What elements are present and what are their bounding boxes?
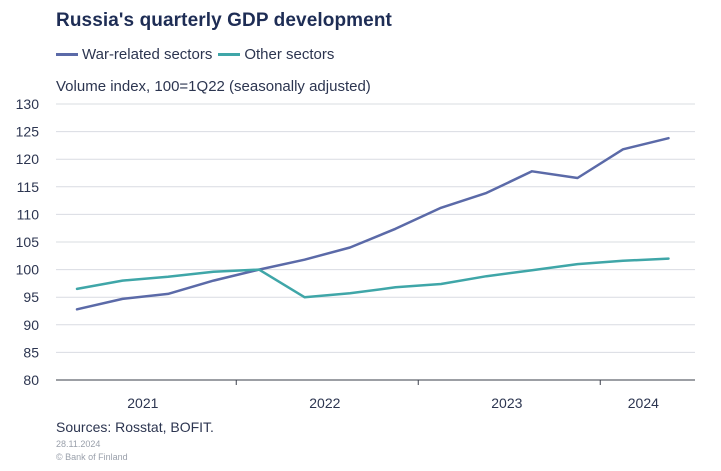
publication-date: 28.11.2024 (56, 439, 101, 449)
x-tick-label-2021: 2021 (127, 395, 158, 411)
chart-subtitle: Volume index, 100=1Q22 (seasonally adjus… (56, 78, 371, 95)
y-tick-label-105: 105 (16, 234, 40, 250)
sources-note: Sources: Rosstat, BOFIT. (56, 419, 214, 435)
legend-swatch-other (218, 53, 241, 56)
x-tick-label-2024: 2024 (628, 395, 659, 411)
y-tick-label-80: 80 (23, 372, 39, 388)
y-tick-label-95: 95 (23, 289, 39, 305)
y-tick-label-115: 115 (17, 179, 40, 195)
y-tick-label-85: 85 (23, 344, 39, 360)
x-tick-label-2022: 2022 (309, 395, 340, 411)
legend-swatch-war (56, 53, 78, 56)
legend-item-war: War-related sectors (56, 46, 212, 63)
y-tick-label-120: 120 (16, 151, 40, 167)
y-tick-label-110: 110 (17, 206, 40, 222)
legend-label-war: War-related sectors (82, 46, 213, 63)
x-tick-label-2023: 2023 (491, 395, 522, 411)
y-tick-label-90: 90 (23, 317, 39, 333)
series-line-war-related (75, 136, 670, 311)
y-tick-label-125: 125 (16, 124, 40, 140)
chart-title: Russia's quarterly GDP development (56, 10, 392, 31)
series-line-other (75, 257, 670, 299)
chart-legend: War-related sectors Other sectors (56, 46, 340, 63)
y-tick-label-130: 130 (16, 96, 40, 112)
legend-item-other: Other sectors (218, 46, 334, 63)
copyright-note: © Bank of Finland (56, 452, 128, 462)
legend-label-other: Other sectors (244, 46, 335, 63)
y-tick-label-100: 100 (16, 262, 40, 278)
